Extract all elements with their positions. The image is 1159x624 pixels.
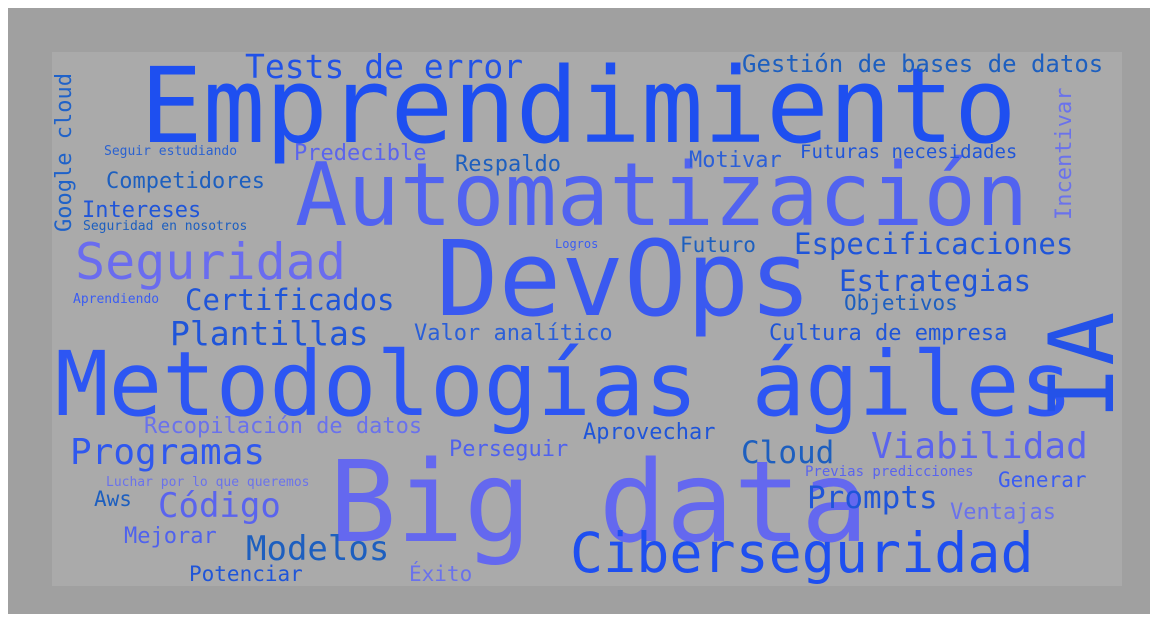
word-aprendiendo: Aprendiendo: [73, 292, 160, 307]
word-cloud: Emprendimiento Automatización DevOps Met…: [52, 52, 1122, 586]
word-seguir-estudiando: Seguir estudiando: [104, 144, 238, 159]
word-competidores: Competidores: [106, 169, 265, 194]
word-luchar-por-lo-que-queremos: Luchar por lo que queremos: [106, 475, 310, 490]
word-cultura-de-empresa: Cultura de empresa: [769, 321, 1008, 346]
word-predecible: Predecible: [294, 141, 427, 166]
word-google-cloud: Google cloud: [52, 73, 77, 232]
word-logros: Logros: [555, 237, 599, 251]
word-aws: Aws: [94, 487, 132, 511]
word-perseguir: Perseguir: [449, 437, 569, 462]
word-plantillas: Plantillas: [170, 314, 369, 353]
outer-frame: Emprendimiento Automatización DevOps Met…: [8, 8, 1150, 614]
word-motivar: Motivar: [689, 148, 782, 173]
word-ia: IA: [1030, 311, 1122, 420]
word-codigo: Código: [158, 486, 281, 526]
word-gestion-bases-datos: Gestión de bases de datos: [742, 52, 1104, 78]
word-especificaciones: Especificaciones: [794, 227, 1074, 261]
word-viabilidad: Viabilidad: [871, 426, 1088, 467]
word-incentivar: Incentivar: [1052, 87, 1077, 220]
word-cloud: Cloud: [741, 435, 835, 471]
word-generar: Generar: [998, 468, 1087, 492]
word-objetivos: Objetivos: [844, 291, 958, 315]
word-ciberseguridad: Ciberseguridad: [570, 521, 1034, 585]
word-futuras-necesidades: Futuras necesidades: [800, 141, 1018, 163]
word-futuro: Futuro: [680, 233, 756, 257]
word-estrategias: Estrategias: [839, 264, 1032, 298]
word-devops: DevOps: [436, 218, 812, 340]
word-previas-predicciones: Previas predicciones: [805, 464, 974, 480]
word-automatizacion: Automatización: [295, 144, 1029, 246]
word-potenciar: Potenciar: [189, 562, 303, 586]
word-mejorar: Mejorar: [124, 524, 217, 549]
word-ventajas: Ventajas: [950, 500, 1056, 525]
word-emprendimiento: Emprendimiento: [140, 52, 1017, 167]
word-big-data: Big data: [329, 438, 869, 568]
word-intereses: Intereses: [82, 198, 202, 223]
word-seguridad: Seguridad: [75, 233, 346, 291]
word-prompts: Prompts: [807, 480, 938, 516]
word-seguridad-en-nosotros: Seguridad en nosotros: [83, 219, 248, 234]
word-certificados: Certificados: [185, 283, 395, 317]
word-recopilacion-de-datos: Recopilación de datos: [144, 414, 423, 439]
word-respaldo: Respaldo: [455, 152, 561, 177]
word-valor-analitico: Valor analítico: [414, 321, 613, 346]
word-metodologias-agiles: Metodologías ágiles: [55, 332, 1074, 436]
word-tests-de-error: Tests de error: [245, 52, 524, 86]
word-modelos: Modelos: [246, 529, 390, 569]
word-programas: Programas: [70, 432, 266, 473]
word-aprovechar: Aprovechar: [583, 420, 716, 445]
word-exito: Éxito: [409, 562, 473, 586]
